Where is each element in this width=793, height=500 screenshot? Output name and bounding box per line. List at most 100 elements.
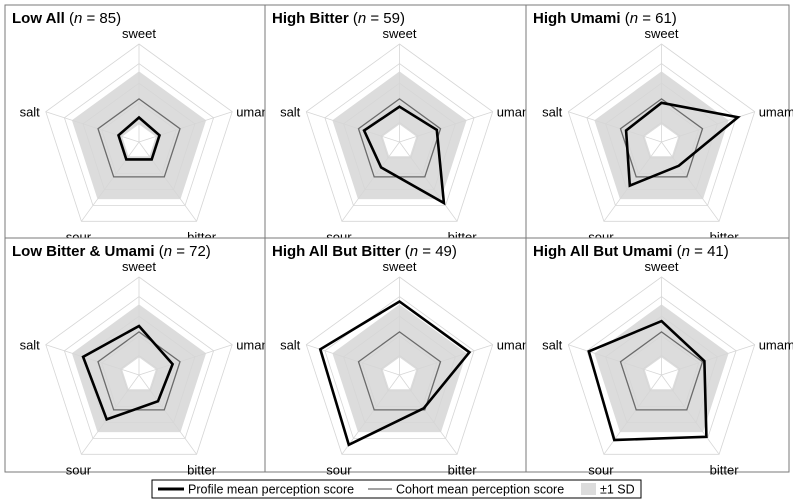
axis-label-sour: sour (326, 462, 352, 477)
grid-ring (343, 315, 456, 424)
sd-band (332, 304, 467, 433)
panel-title-n-value: = 61) (638, 10, 677, 27)
profile-series (318, 299, 472, 447)
axis-label-sweet: sweet (645, 259, 679, 274)
panel-title-name: High All But Umami (533, 243, 677, 260)
grid-spoke-bitter (661, 374, 720, 455)
axis-label-sour: sour (66, 462, 92, 477)
grid-ring (380, 354, 419, 392)
axis-label-umami: umami (759, 338, 793, 353)
grid-ring (586, 63, 737, 206)
panel-title-n-value: = 49) (418, 243, 457, 260)
grid-spoke-bitter (138, 374, 197, 455)
legend-profile-label: Profile mean perception score (188, 483, 354, 497)
grid-spoke-umami (138, 111, 233, 143)
grid-spoke-sour (81, 141, 140, 222)
grid-ring (605, 82, 718, 191)
grid-spoke-salt (568, 111, 662, 143)
cohort-series (357, 331, 442, 411)
grid-ring (101, 102, 177, 175)
grid-ring (63, 296, 215, 439)
axis-label-sweet: sweet (122, 259, 156, 274)
panel-title-paren-open: ( (353, 10, 358, 27)
panel-title-name: High Bitter (272, 10, 353, 27)
radar-panel-high-all-but-umami: High All But Umami (n = 41)sweetumamibit… (525, 237, 793, 477)
panel-title-n-symbol: n (682, 243, 690, 260)
grid-ring (361, 335, 438, 408)
grid-ring (45, 43, 233, 222)
legend-sd-label: ±1 SD (600, 483, 635, 497)
grid-spoke-salt (45, 344, 140, 376)
grid-ring (119, 354, 159, 392)
axis-label-sweet: sweet (383, 26, 417, 41)
grid-ring (119, 121, 159, 159)
legend: Profile mean perception score Cohort mea… (151, 479, 642, 499)
profile-series (81, 324, 175, 422)
grid-spoke-salt (306, 111, 400, 143)
panel-title-name: Low Bitter & Umami (12, 243, 159, 260)
profile-series (587, 319, 708, 442)
radar-panel-low-bitter-umami: Low Bitter & Umami (n = 72)sweetumamibit… (4, 237, 275, 477)
grid-spoke-sour (81, 374, 140, 455)
radar-panel-high-umami: High Umami (n = 61)sweetumamibittersours… (525, 4, 793, 244)
panel-title-name: High Umami (533, 10, 625, 27)
grid-ring (605, 315, 718, 424)
grid-ring (623, 335, 700, 408)
cohort-series (619, 98, 704, 178)
grid-ring (324, 63, 475, 206)
panel-title: Low Bitter & Umami (n = 72) (12, 243, 211, 260)
axis-label-bitter: bitter (448, 462, 478, 477)
grid-ring (305, 276, 494, 455)
panel-title-paren-open: ( (69, 10, 74, 27)
grid-spoke-sour (341, 141, 400, 222)
grid-ring (642, 354, 681, 392)
sd-band (71, 304, 207, 433)
panel-title: High All But Umami (n = 41) (533, 243, 729, 260)
radar-panel-high-bitter: High Bitter (n = 59)sweetumamibittersour… (264, 4, 536, 244)
grid-ring (63, 63, 215, 206)
grid-spoke-bitter (399, 141, 458, 222)
grid-ring (567, 43, 756, 222)
panel-title-n-value: = 41) (690, 243, 729, 260)
grid-spoke-salt (568, 344, 662, 376)
axis-label-bitter: bitter (187, 462, 217, 477)
axis-label-salt: salt (542, 338, 563, 353)
grid-spoke-salt (45, 111, 140, 143)
grid-ring (343, 82, 456, 191)
grid-spoke-umami (661, 344, 755, 376)
grid-spoke-bitter (399, 374, 458, 455)
cohort-series (619, 331, 704, 411)
grid-ring (305, 43, 494, 222)
grid-spoke-sour (341, 374, 400, 455)
panels-grid: Low All (n = 85)sweetumamibittersoursalt… (4, 4, 793, 477)
sd-band (71, 71, 207, 200)
grid-spoke-bitter (138, 141, 197, 222)
axis-label-sweet: sweet (645, 26, 679, 41)
panel-title-paren-open: ( (159, 243, 164, 260)
grid-ring (642, 121, 681, 159)
panel-title: Low All (n = 85) (12, 10, 121, 27)
panel-title-name: Low All (12, 10, 69, 27)
sd-band (332, 71, 467, 200)
radar-panel-high-all-but-bitter: High All But Bitter (n = 49)sweetumamibi… (264, 237, 536, 477)
cohort-series (97, 98, 181, 178)
grid-ring (82, 82, 196, 191)
panel-title-name: High All But Bitter (272, 243, 405, 260)
panel-title-n-symbol: n (358, 10, 366, 27)
axis-label-bitter: bitter (710, 462, 740, 477)
panel-title: High All But Bitter (n = 49) (272, 243, 457, 260)
panel-title-paren-open: ( (405, 243, 410, 260)
grid-spoke-umami (399, 344, 493, 376)
panel-title-paren-open: ( (677, 243, 682, 260)
grid-ring (380, 121, 419, 159)
legend-cohort-label: Cohort mean perception score (396, 483, 564, 497)
legend-sd-swatch (581, 483, 596, 495)
panel-title: High Bitter (n = 59) (272, 10, 405, 27)
axis-label-salt: salt (20, 105, 41, 120)
legend-frame (151, 479, 642, 499)
axis-label-sweet: sweet (383, 259, 417, 274)
grid-spoke-sour (603, 141, 662, 222)
panel-title-n-value: = 72) (172, 243, 211, 260)
